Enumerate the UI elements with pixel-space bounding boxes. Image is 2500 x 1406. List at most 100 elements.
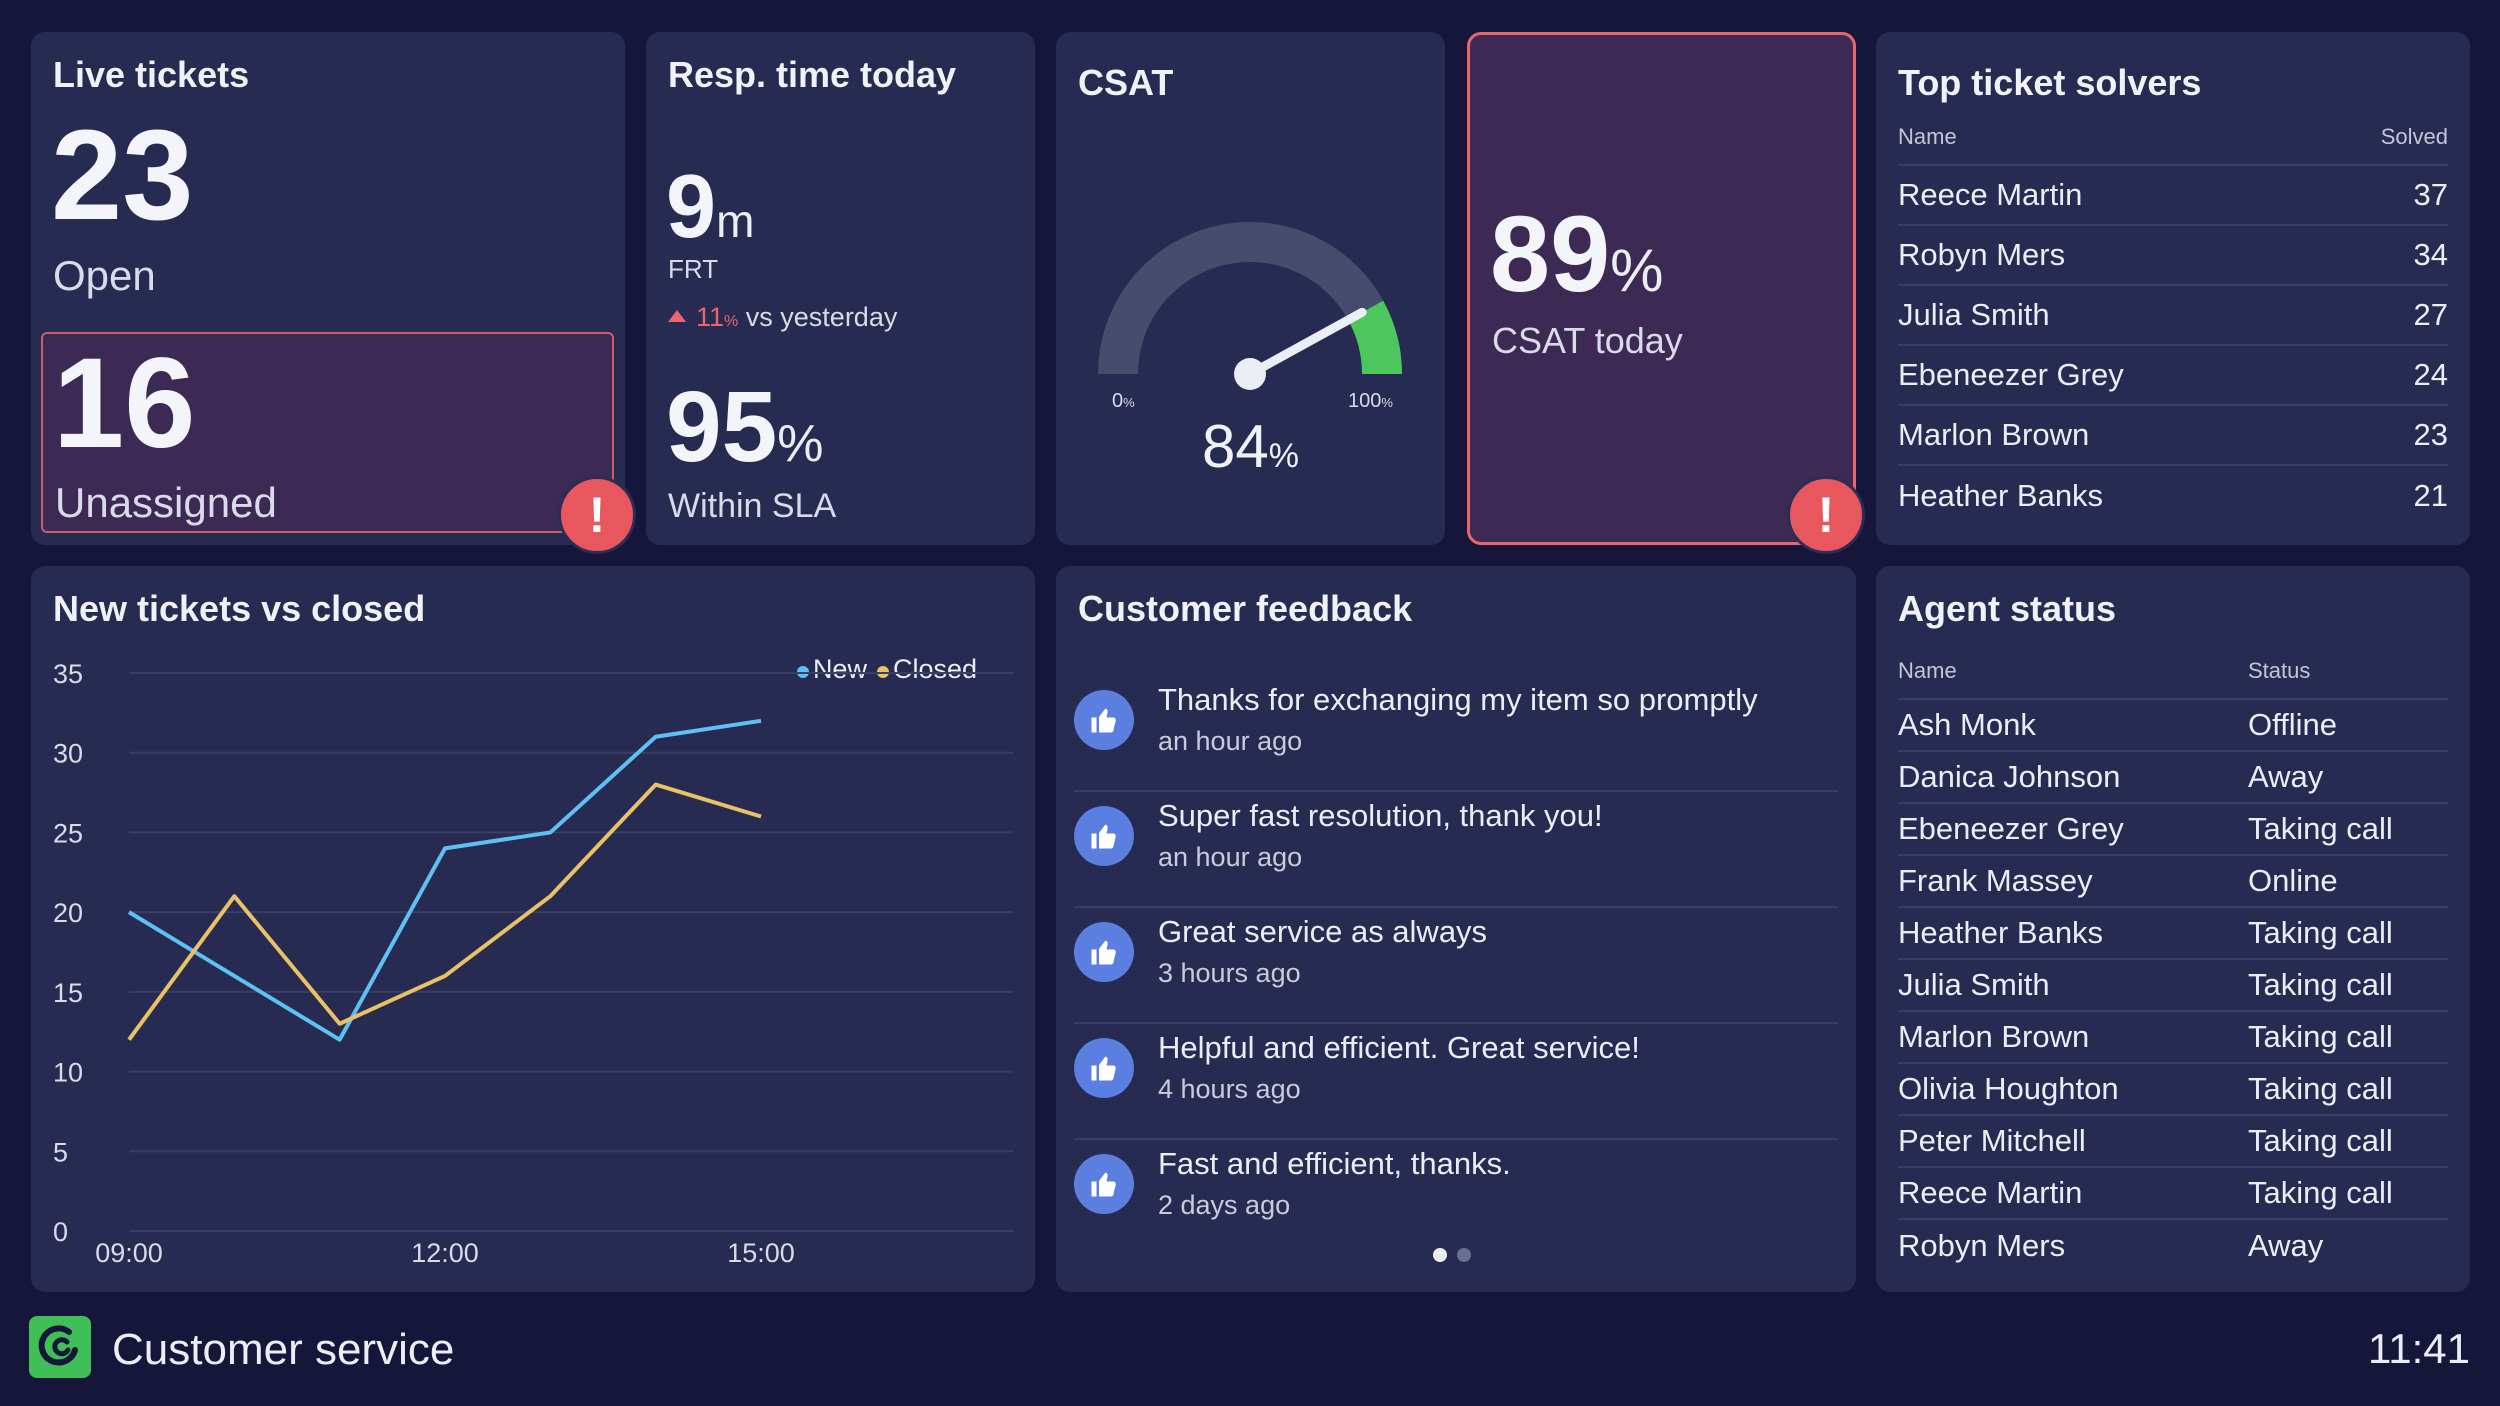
feedback-text: Helpful and efficient. Great service!	[1158, 1030, 1640, 1065]
feedback-time: 4 hours ago	[1158, 1074, 1301, 1104]
agent-name: Frank Massey	[1898, 855, 2248, 908]
agents-table: Name Status Ash Monk Offline Danica Johnso…	[1898, 658, 2448, 1271]
unassigned-count: 16	[53, 332, 196, 475]
csat-today-card: 89% CSAT today !	[1467, 32, 1865, 554]
agent-row: Olivia Houghton Taking call	[1898, 1063, 2448, 1116]
solver-name: Reece Martin	[1898, 165, 2322, 226]
agent-row: Ebeneezer Grey Taking call	[1898, 803, 2448, 856]
agent-name: Julia Smith	[1898, 959, 2248, 1012]
feedback-text: Fast and efficient, thanks.	[1158, 1146, 1511, 1181]
page-dot[interactable]	[1457, 1248, 1472, 1262]
feedback-time: an hour ago	[1158, 842, 1303, 872]
thumbs-up-icon	[1074, 1154, 1134, 1214]
frt-label: FRT	[668, 254, 719, 284]
csat-today-label: CSAT today	[1492, 320, 1683, 361]
sla-label: Within SLA	[668, 487, 837, 525]
agents-col-status: Status	[2248, 658, 2448, 700]
feedback-item: Super fast resolution, thank you! an hour…	[1074, 792, 1838, 908]
open-label: Open	[53, 252, 156, 299]
gauge-hub	[1234, 358, 1266, 390]
customer-feedback-card: Customer feedback Thanks for exchanging …	[1056, 566, 1856, 1292]
feedback-time: 3 hours ago	[1158, 958, 1301, 988]
solvers-title: Top ticket solvers	[1898, 62, 2202, 103]
solver-count: 27	[2321, 285, 2448, 346]
agent-status: Taking call	[2248, 1063, 2448, 1116]
agent-name: Reece Martin	[1898, 1167, 2248, 1220]
solver-row: Heather Banks 21	[1898, 465, 2448, 525]
open-count: 23	[51, 104, 194, 247]
feedback-text: Super fast resolution, thank you!	[1158, 798, 1603, 833]
agents-title: Agent status	[1898, 588, 2117, 629]
frt-unit: m	[716, 195, 755, 247]
solver-count: 21	[2413, 477, 2448, 513]
solvers-col-solved: Solved	[2321, 124, 2448, 166]
gauge-value: 84%	[1202, 413, 1299, 480]
agent-status: Taking call	[2248, 1011, 2448, 1064]
agent-row: Robyn Mers Away	[1898, 1219, 2448, 1271]
feedback-time: an hour ago	[1158, 726, 1303, 756]
thumbs-up-icon	[1074, 690, 1134, 750]
gauge-fill	[1347, 300, 1402, 375]
solvers-table: Name Solved Reece Martin 37 Robyn Mers 34 Ju…	[1898, 124, 2448, 525]
series-line-new	[127, 718, 762, 1042]
agent-name: Olivia Houghton	[1898, 1063, 2248, 1116]
agent-status: Away	[2248, 1227, 2324, 1263]
unassigned-label: Unassigned	[55, 479, 277, 526]
up-triangle-icon	[668, 310, 686, 322]
agent-row: Reece Martin Taking call	[1898, 1167, 2448, 1220]
footer-title: Customer service	[112, 1325, 455, 1374]
agent-status: Taking call	[2248, 803, 2448, 856]
agent-status: Away	[2248, 751, 2448, 804]
agent-row: Peter Mitchell Taking call	[1898, 1115, 2448, 1168]
thumbs-up-icon	[1074, 1038, 1134, 1098]
agent-status: Taking call	[2248, 907, 2448, 960]
agent-name: Heather Banks	[1898, 907, 2248, 960]
sla-value: 95	[666, 371, 778, 483]
x-tick-label: 09:00	[95, 1238, 163, 1268]
thumbs-up-icon	[1074, 922, 1134, 982]
page-dot-active[interactable]	[1433, 1248, 1447, 1262]
solver-count: 34	[2321, 225, 2448, 286]
change-row: 11% vs yesterday	[668, 302, 897, 333]
agent-name: Ebeneezer Grey	[1898, 803, 2248, 856]
feedback-item: Helpful and efficient. Great service! 4 h…	[1074, 1024, 1838, 1140]
solver-name: Julia Smith	[1898, 285, 2322, 346]
agent-name: Marlon Brown	[1898, 1011, 2248, 1064]
legend-closed: Closed	[892, 654, 977, 684]
x-tick-label: 12:00	[411, 1238, 479, 1268]
sla-value-group: 95%	[666, 377, 823, 477]
y-tick-label: 20	[53, 898, 83, 928]
agent-name: Robyn Mers	[1898, 1227, 2066, 1263]
agent-row: Danica Johnson Away	[1898, 751, 2448, 804]
sla-unit: %	[777, 415, 824, 473]
line-chart: 0 5 10 15 20 25 30 35 09:00 12:00 15:00	[53, 659, 1013, 1268]
response-time-card: Resp. time today 9m FRT 11% vs yesterday…	[646, 32, 1035, 545]
csat-alert-icon: !	[1787, 476, 1865, 554]
y-tick-label: 10	[53, 1058, 83, 1088]
solver-count: 37	[2321, 165, 2448, 226]
live-alert-icon: !	[558, 476, 636, 554]
agent-name: Ash Monk	[1898, 699, 2248, 752]
agent-status: Taking call	[2248, 1167, 2448, 1220]
y-tick-label: 25	[53, 818, 83, 848]
agent-row: Marlon Brown Taking call	[1898, 1011, 2448, 1064]
feedback-item: Fast and efficient, thanks. 2 days ago	[1074, 1140, 1838, 1256]
y-tick-label: 35	[53, 659, 83, 689]
feedback-time: 2 days ago	[1158, 1190, 1291, 1220]
feedback-item: Thanks for exchanging my item so promptl…	[1074, 676, 1838, 792]
csat-today-unit: %	[1610, 237, 1664, 304]
series-line-closed	[127, 782, 762, 1041]
frt-value: 9	[666, 157, 717, 257]
agent-name: Peter Mitchell	[1898, 1115, 2248, 1168]
change-unit: %	[724, 313, 739, 330]
agent-status-card: Agent status Name Status Ash Monk Offline…	[1876, 566, 2470, 1292]
change-value: 11	[696, 302, 725, 332]
resp-title: Resp. time today	[668, 54, 957, 95]
feedback-title: Customer feedback	[1078, 588, 1413, 629]
agent-row: Ash Monk Offline	[1898, 699, 2448, 752]
footer-clock: 11:41	[2368, 1325, 2470, 1372]
y-tick-label: 5	[53, 1137, 68, 1167]
unassigned-box: 16 Unassigned	[41, 332, 614, 533]
solver-count: 23	[2321, 405, 2448, 466]
agent-row: Heather Banks Taking call	[1898, 907, 2448, 960]
